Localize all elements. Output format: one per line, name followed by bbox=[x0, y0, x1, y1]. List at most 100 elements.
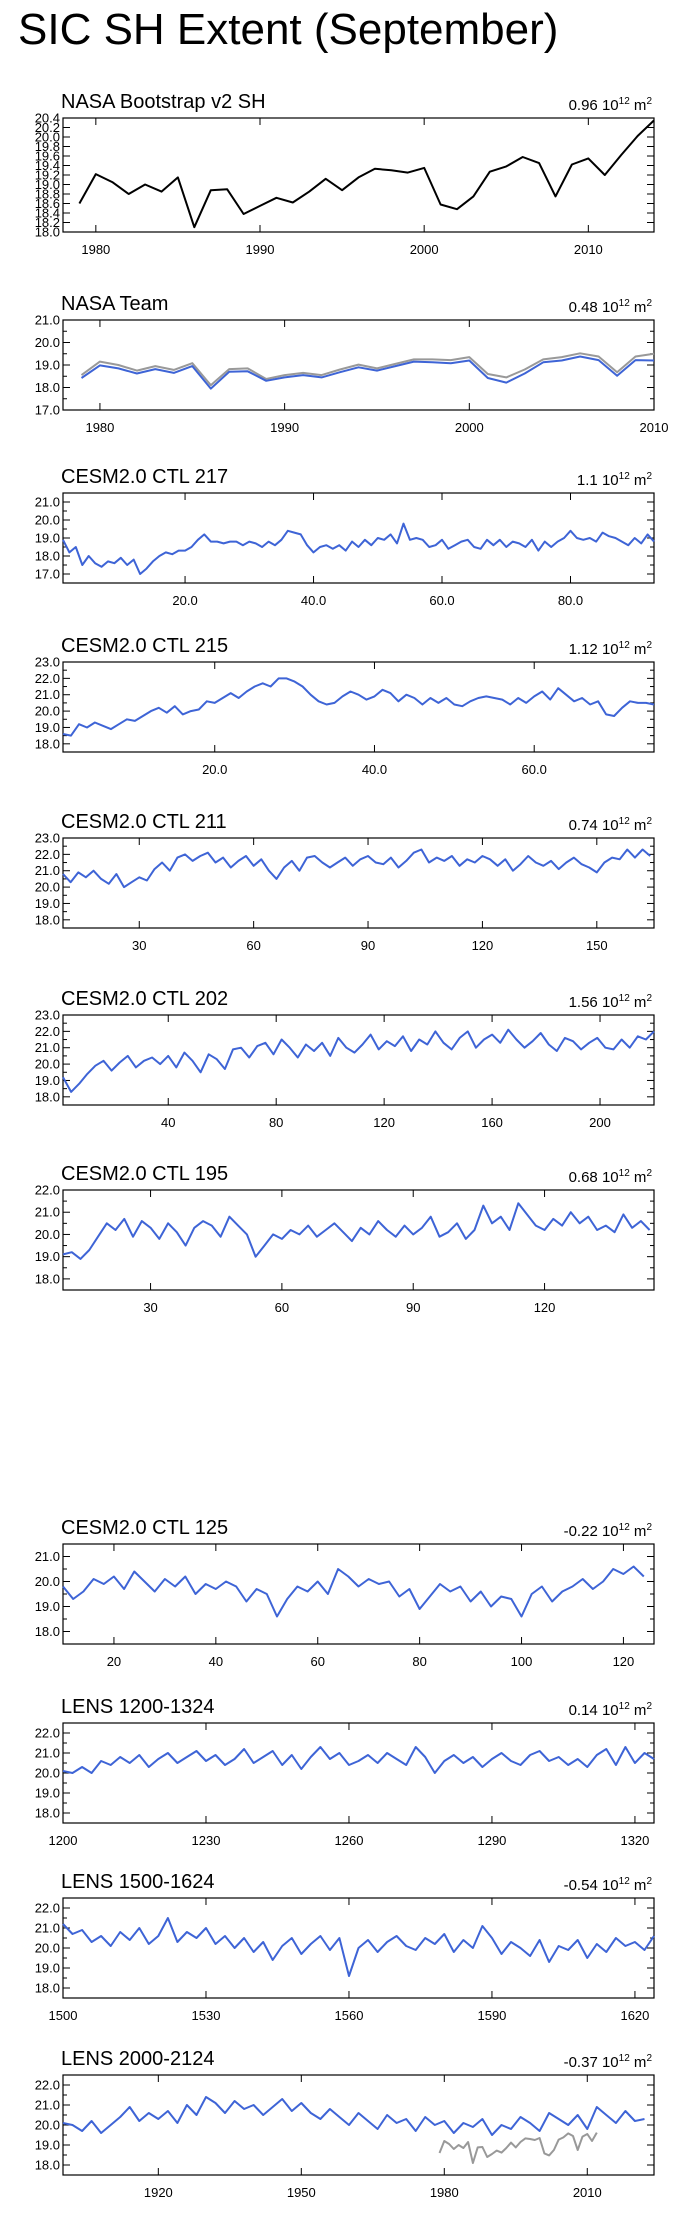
series-line-ctl-217 bbox=[62, 522, 655, 575]
y-tick-label: 23.0 bbox=[35, 831, 60, 846]
x-tick-label: 150 bbox=[586, 938, 608, 953]
y-tick-label: 21.0 bbox=[35, 495, 60, 510]
trend-label: 0.14 1012 m2 bbox=[569, 1701, 653, 1719]
panel-title: CESM2.0 CTL 202 bbox=[61, 988, 228, 1010]
x-tick-label: 2000 bbox=[455, 420, 484, 435]
trend-unit-sq: 2 bbox=[646, 471, 652, 482]
chart-panel-7: CESM2.0 CTL 195 0.68 1012 m2 18.0 19.0 20.0 2… bbox=[35, 1163, 655, 1315]
x-tick-label: 1230 bbox=[192, 1833, 221, 1848]
series-line-ctl-211 bbox=[62, 848, 651, 889]
trend-unit-tail: m bbox=[630, 1877, 647, 1894]
y-tick-label: 18.0 bbox=[35, 736, 60, 751]
x-tick-label: 40.0 bbox=[362, 762, 387, 777]
y-tick-label: 22.0 bbox=[35, 1726, 60, 1741]
plot-frame bbox=[62, 1722, 655, 1824]
x-tick-label: 2000 bbox=[410, 242, 439, 257]
y-tick-label: 18.0 bbox=[35, 2158, 60, 2173]
x-tick-label: 100 bbox=[511, 1654, 533, 1669]
trend-unit-tail: m bbox=[630, 1523, 647, 1540]
panel-title: LENS 1500-1624 bbox=[61, 1871, 214, 1893]
y-tick-label: 19.0 bbox=[35, 1786, 60, 1801]
trend-unit-tail: m bbox=[630, 994, 647, 1011]
trend-unit-sq: 2 bbox=[646, 1522, 652, 1533]
x-tick-label: 1320 bbox=[620, 1833, 649, 1848]
trend-unit-sq: 2 bbox=[646, 816, 652, 827]
y-tick-label: 18.0 bbox=[35, 1089, 60, 1104]
page-title: SIC SH Extent (September) bbox=[18, 5, 559, 54]
trend-label: 1.12 1012 m2 bbox=[569, 640, 653, 658]
chart-panel-10: LENS 1500-1624 -0.54 1012 m2 18.0 19.0 20.0 2… bbox=[35, 1871, 655, 2023]
series-line-blue bbox=[80, 355, 655, 390]
trend-unit-sq: 2 bbox=[646, 1701, 652, 1712]
x-tick-label: 1560 bbox=[335, 2008, 364, 2023]
x-tick-label: 120 bbox=[534, 1300, 556, 1315]
y-tick-label: 19.0 bbox=[35, 531, 60, 546]
panel-title: CESM2.0 CTL 195 bbox=[61, 1163, 228, 1185]
x-tick-label: 1990 bbox=[270, 420, 299, 435]
x-tick-label: 1590 bbox=[477, 2008, 506, 2023]
plot-frame bbox=[62, 1543, 655, 1645]
y-tick-label: 19.0 bbox=[35, 2138, 60, 2153]
x-tick-label: 60.0 bbox=[429, 593, 454, 608]
y-tick-label: 18.0 bbox=[35, 225, 60, 240]
trend-unit-base: 10 bbox=[602, 299, 619, 316]
x-tick-label: 60 bbox=[246, 938, 260, 953]
trend-unit-base: 10 bbox=[602, 641, 619, 658]
trend-unit-base: 10 bbox=[602, 1702, 619, 1719]
y-tick-label: 21.0 bbox=[35, 1921, 60, 1936]
trend-unit-sq: 2 bbox=[646, 96, 652, 107]
y-tick-label: 20.0 bbox=[35, 1574, 60, 1589]
y-tick-label: 21.0 bbox=[35, 1040, 60, 1055]
y-tick-label: 19.6 bbox=[35, 149, 60, 164]
x-tick-label: 120 bbox=[373, 1115, 395, 1130]
y-tick-label: 20.2 bbox=[35, 120, 60, 135]
y-tick-label: 20.0 bbox=[35, 513, 60, 528]
x-tick-label: 1980 bbox=[85, 420, 114, 435]
x-tick-label: 90 bbox=[361, 938, 375, 953]
trend-unit-base: 10 bbox=[602, 2054, 619, 2071]
panel-title: NASA Bootstrap v2 SH bbox=[61, 91, 266, 113]
trend-unit-sq: 2 bbox=[646, 993, 652, 1004]
y-tick-label: 18.4 bbox=[35, 206, 60, 221]
x-tick-label: 80.0 bbox=[558, 593, 583, 608]
trend-unit-exp: 12 bbox=[619, 1876, 631, 1887]
y-tick-label: 21.0 bbox=[35, 863, 60, 878]
x-tick-label: 40 bbox=[209, 1654, 223, 1669]
y-tick-label: 19.0 bbox=[35, 1599, 60, 1614]
y-tick-label: 19.4 bbox=[35, 158, 60, 173]
trend-value: 1.56 bbox=[569, 994, 602, 1011]
x-tick-label: 30 bbox=[143, 1300, 157, 1315]
chart-panel-8: CESM2.0 CTL 125 -0.22 1012 m2 18.0 19.0 20.0… bbox=[35, 1517, 655, 1669]
x-tick-label: 60 bbox=[275, 1300, 289, 1315]
trend-label: -0.22 1012 m2 bbox=[564, 1522, 653, 1540]
trend-unit-base: 10 bbox=[602, 472, 619, 489]
x-tick-label: 2010 bbox=[640, 420, 669, 435]
trend-unit-base: 10 bbox=[602, 1523, 619, 1540]
y-tick-label: 20.0 bbox=[35, 130, 60, 145]
trend-label: -0.37 1012 m2 bbox=[564, 2053, 653, 2071]
y-tick-label: 19.0 bbox=[35, 177, 60, 192]
y-tick-label: 22.0 bbox=[35, 2078, 60, 2093]
trend-unit-tail: m bbox=[630, 1169, 647, 1186]
trend-value: -0.54 bbox=[564, 1877, 602, 1894]
x-tick-label: 1290 bbox=[477, 1833, 506, 1848]
x-tick-label: 1990 bbox=[246, 242, 275, 257]
x-tick-label: 1530 bbox=[192, 2008, 221, 2023]
trend-value: -0.22 bbox=[564, 1523, 602, 1540]
y-tick-label: 18.0 bbox=[35, 1624, 60, 1639]
x-tick-label: 1260 bbox=[335, 1833, 364, 1848]
trend-unit-exp: 12 bbox=[619, 1168, 631, 1179]
trend-unit-base: 10 bbox=[602, 817, 619, 834]
chart-panel-9: LENS 1200-1324 0.14 1012 m218.019.020.021… bbox=[35, 1696, 655, 1848]
series-line-lens-2000 bbox=[62, 2096, 645, 2136]
chart-panel-1: NASA Bootstrap v2 SH 0.96 1012 m2 18.018.2… bbox=[35, 91, 655, 257]
trend-unit-tail: m bbox=[630, 641, 647, 658]
y-tick-label: 19.0 bbox=[35, 1961, 60, 1976]
plot-frame bbox=[62, 837, 655, 929]
chart-panel-6: CESM2.0 CTL 202 1.56 1012 m2 18.019.020.0 2… bbox=[35, 988, 655, 1130]
y-tick-label: 18.6 bbox=[35, 196, 60, 211]
y-tick-label: 21.0 bbox=[35, 1205, 60, 1220]
y-tick-label: 18.0 bbox=[35, 1271, 60, 1286]
trend-unit-tail: m bbox=[630, 1702, 647, 1719]
chart-panel-2: NASA Team 0.48 1012 m2 17.0 18.0 19.0 20.0 21.… bbox=[35, 293, 669, 435]
